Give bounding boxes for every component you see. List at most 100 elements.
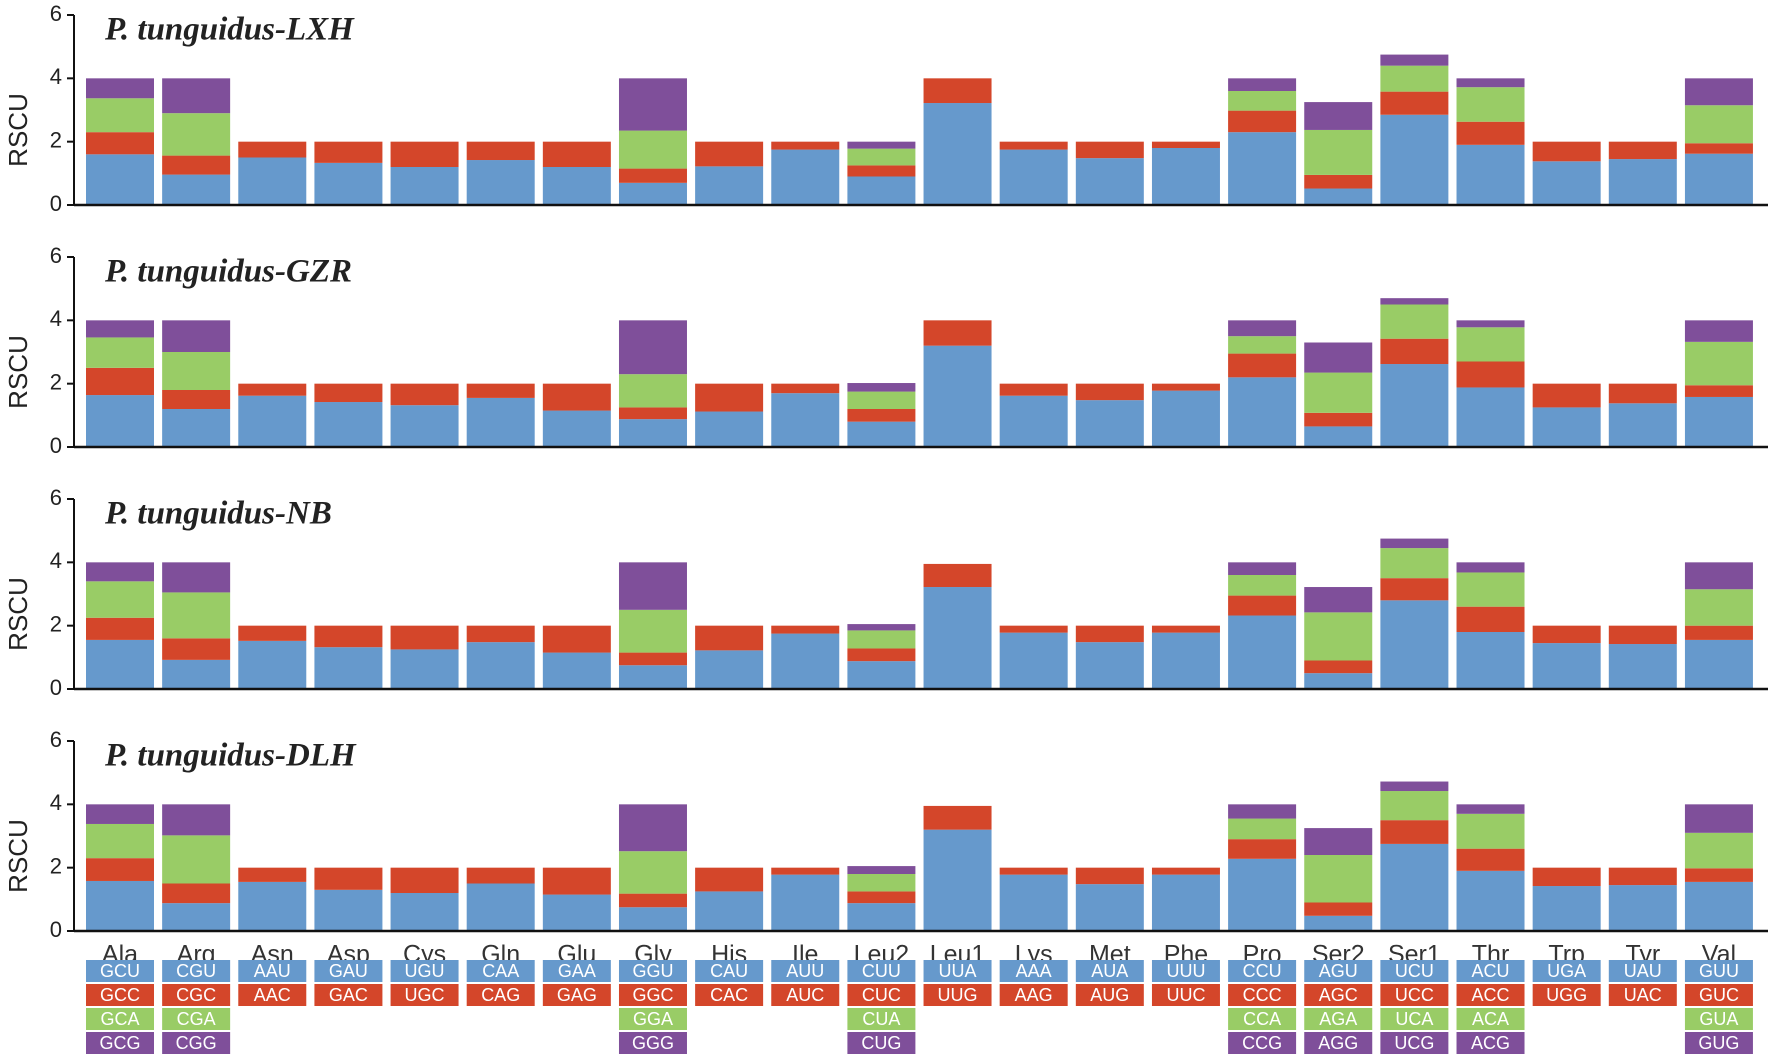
bar-segment [1684,804,1753,833]
bar-segment [1608,625,1677,645]
bar-segment [1380,538,1449,549]
codon-label: AGA [1319,1009,1357,1029]
bar-segment [1684,320,1753,342]
bar-segment [1304,188,1373,205]
bar-segment [847,648,916,662]
codon-cell [86,1008,154,1030]
bar-segment [162,78,231,114]
bar-segment [1684,385,1753,397]
codon-cell [1684,960,1753,982]
bar-segment [1380,843,1449,931]
bar-segment [1151,874,1220,931]
bar-segment [618,851,687,894]
bar-segment [1456,327,1525,362]
bar-segment [314,402,383,447]
bar-segment [1380,364,1449,447]
codon-label: GGA [633,1009,673,1029]
bar-segment [847,148,916,166]
codon-cell [86,984,154,1006]
codon-cell [695,984,764,1006]
bar-segment [695,166,764,205]
codon-label: UUC [1166,985,1205,1005]
bar-segment [618,652,687,666]
bar-segment [618,893,687,908]
bar-segment [1304,673,1373,689]
bar-segment [390,141,459,167]
bar-segment [923,829,992,931]
bar-segment [86,639,154,689]
bar-segment [695,411,764,447]
codon-cell [390,984,459,1006]
bar-segment [1228,839,1297,859]
bar-segment [1304,174,1373,189]
bar-segment [847,165,916,177]
bar-segment [86,78,154,99]
bar-segment [1075,625,1144,643]
bar-segment [1151,383,1220,391]
codon-label: UGA [1547,961,1586,981]
bar-segment [1228,595,1297,616]
bar-segment [1608,383,1677,404]
y-tick-label: 4 [50,790,62,815]
bar-segment [847,891,916,904]
bar-segment [542,894,611,931]
bar-segment [1075,158,1144,205]
bar-segment [771,393,840,447]
bar-segment [771,867,840,875]
bar-segment [1228,78,1297,91]
bar-segment [86,858,154,881]
bar-segment [999,141,1068,150]
bar-segment [771,149,840,205]
bar-segment [1684,396,1753,447]
bar-segment [1608,885,1677,931]
bar-segment [542,141,611,167]
bar-segment [466,141,535,161]
bar-segment [1380,54,1449,66]
bar-segment [1532,867,1601,887]
bar-segment [847,391,916,409]
codon-label: CGA [177,1009,216,1029]
bar-segment [847,141,916,149]
bar-segment [999,625,1068,633]
bar-segment [466,867,535,884]
y-tick-label: 0 [50,191,62,216]
bar-segment [314,889,383,931]
bar-segment [314,625,383,648]
bar-segment [771,141,840,150]
codon-cell [1608,960,1677,982]
codon-label: UCG [1394,1033,1434,1053]
bar-segment [86,617,154,640]
codon-cell [1075,960,1144,982]
y-tick-label: 4 [50,548,62,573]
bar-segment [999,395,1068,447]
bar-segment [1228,562,1297,575]
codon-label: GUG [1698,1033,1739,1053]
y-axis-label: RSCU [3,335,33,409]
codon-label: GCC [100,985,140,1005]
y-axis-label: RSCU [3,577,33,651]
bar-segment [847,874,916,892]
y-tick-label: 6 [50,243,62,268]
bar-segment [314,647,383,689]
bar-segment [923,805,992,830]
bar-segment [86,581,154,618]
codon-cell [162,960,231,982]
bar-segment [1532,141,1601,162]
codon-cell [695,960,764,982]
codon-label: GCU [100,961,140,981]
bar-segment [923,345,992,447]
bar-segment [1456,848,1525,871]
codon-label: UAU [1624,961,1662,981]
y-tick-label: 4 [50,306,62,331]
bar-segment [1151,632,1220,689]
codon-label: GGG [632,1033,674,1053]
bar-segment [238,867,307,882]
bar-segment [1456,387,1525,447]
bar-segment [1608,141,1677,160]
codon-label: AUA [1091,961,1128,981]
bar-segment [923,320,992,346]
codon-label: CUU [862,961,901,981]
y-tick-label: 6 [50,485,62,510]
bar-segment [1608,159,1677,205]
bar-segment [1532,625,1601,644]
